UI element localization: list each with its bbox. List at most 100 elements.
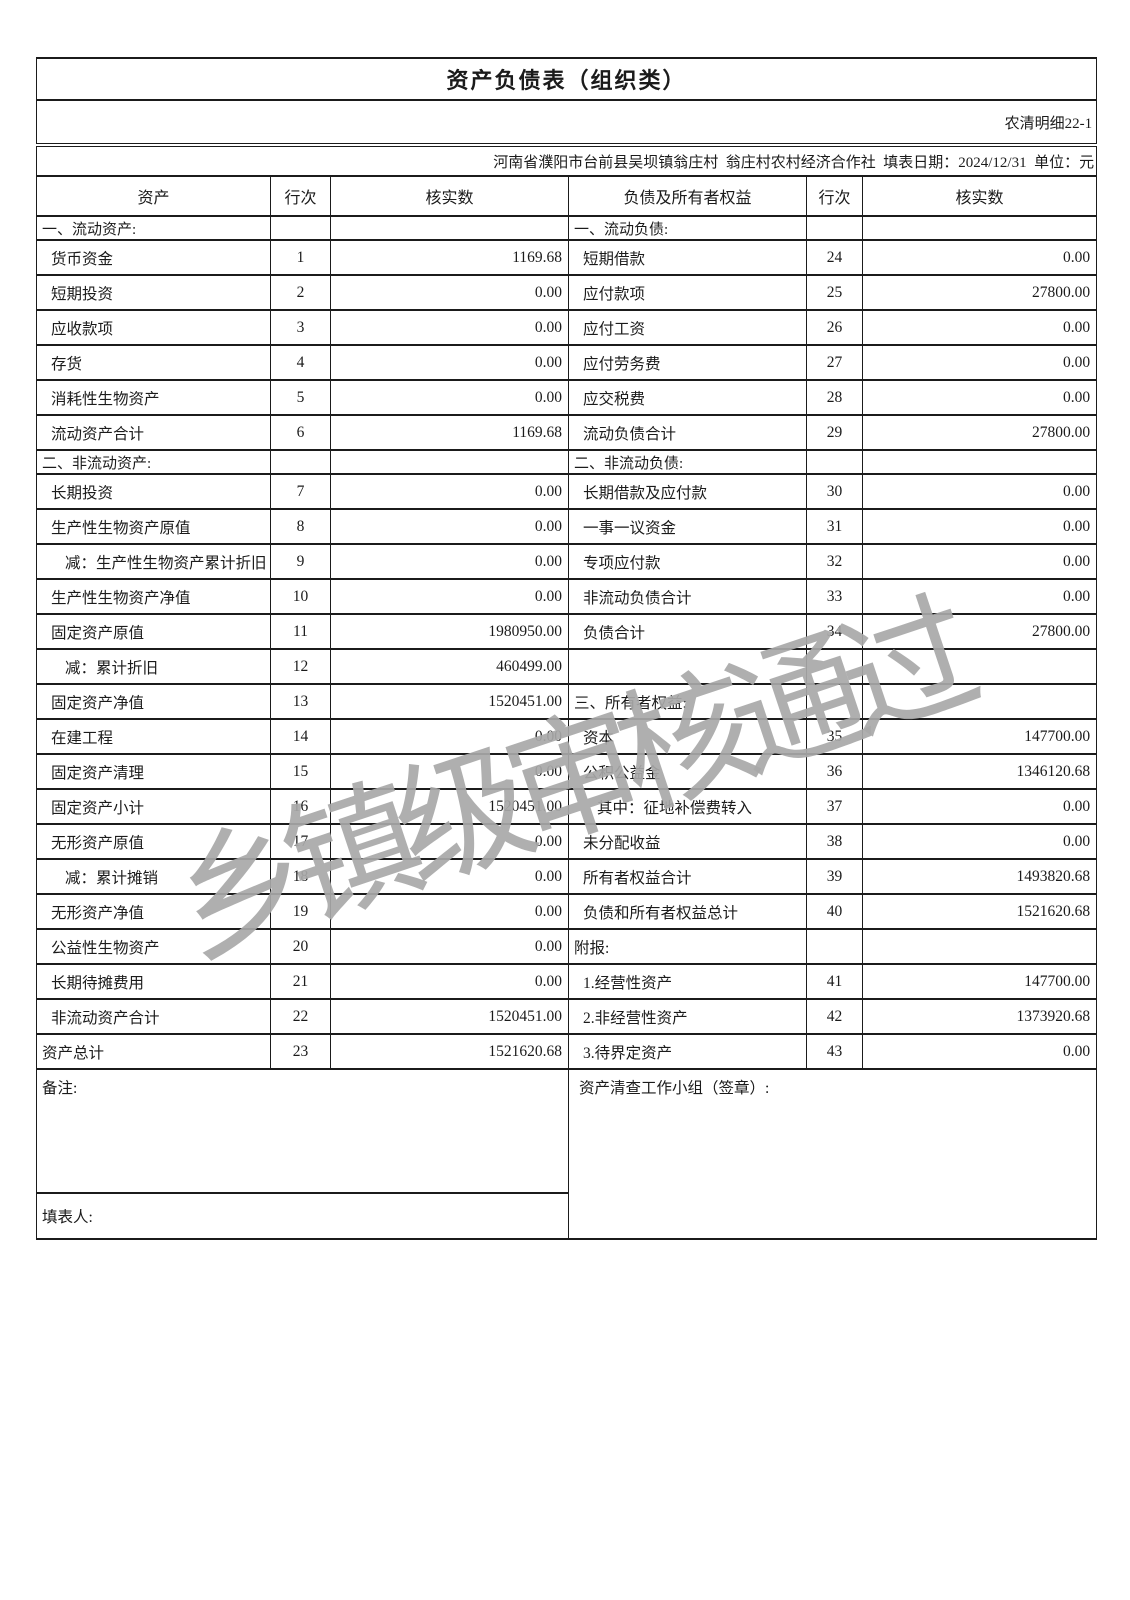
asset-value: 0.00 (330, 274, 569, 311)
header-verified-amount-right: 核实数 (861, 175, 1098, 217)
liability-label: 应付劳务费 (568, 344, 807, 381)
asset-value: 0.00 (330, 963, 569, 1000)
liability-value: 0.00 (861, 309, 1098, 346)
liability-value (861, 928, 1098, 965)
liability-line-no: 29 (806, 414, 863, 451)
info-row: 河南省濮阳市台前县吴坝镇翁庄村 翁庄村农村经济合作社 填表日期：2024/12/… (35, 144, 1098, 177)
liability-value: 0.00 (861, 344, 1098, 381)
preparer-cell: 填表人: (36, 1192, 569, 1240)
liability-label: 附报: (568, 928, 807, 965)
asset-line-no: 9 (270, 543, 331, 580)
asset-line-no: 22 (270, 998, 331, 1035)
liability-value: 0.00 (861, 543, 1098, 580)
asset-label: 固定资产小计 (36, 788, 271, 825)
liability-line-no: 30 (806, 473, 863, 510)
asset-label: 生产性生物资产原值 (36, 508, 271, 545)
asset-value: 1521620.68 (330, 1033, 569, 1070)
table-row: 固定资产小计 16 1520451.00 其中：征地补偿费转入 37 0.00 (36, 788, 1098, 825)
liability-label: 流动负债合计 (568, 414, 807, 451)
asset-label: 无形资产原值 (36, 823, 271, 860)
liability-line-no (806, 928, 863, 965)
asset-value: 1520451.00 (330, 788, 569, 825)
asset-label: 货币资金 (36, 239, 271, 276)
liability-value (861, 683, 1098, 720)
liability-label: 非流动负债合计 (568, 578, 807, 615)
asset-line-no: 4 (270, 344, 331, 381)
table-row: 生产性生物资产原值 8 0.00 一事一议资金 31 0.00 (36, 508, 1098, 545)
asset-value: 0.00 (330, 823, 569, 860)
liability-label: 1.经营性资产 (568, 963, 807, 1000)
asset-line-no (270, 449, 331, 475)
asset-value: 1169.68 (330, 414, 569, 451)
liability-line-no: 38 (806, 823, 863, 860)
table-row: 生产性生物资产净值 10 0.00 非流动负债合计 33 0.00 (36, 578, 1098, 615)
table-row: 减：累计摊销 18 0.00 所有者权益合计 39 1493820.68 (36, 858, 1098, 895)
asset-label: 存货 (36, 344, 271, 381)
asset-line-no: 8 (270, 508, 331, 545)
asset-line-no: 10 (270, 578, 331, 615)
liability-value: 147700.00 (861, 963, 1098, 1000)
liability-value: 1493820.68 (861, 858, 1098, 895)
table-row: 流动资产合计 6 1169.68 流动负债合计 29 27800.00 (36, 414, 1098, 451)
column-header-row: 资产 行次 核实数 负债及所有者权益 行次 核实数 (36, 175, 1098, 217)
remarks-cell: 备注: (36, 1068, 569, 1194)
liability-value: 1373920.68 (861, 998, 1098, 1035)
asset-label: 减：生产性生物资产累计折旧 (36, 543, 271, 580)
asset-value: 0.00 (330, 473, 569, 510)
asset-value: 1520451.00 (330, 998, 569, 1035)
asset-value: 0.00 (330, 309, 569, 346)
liability-line-no: 41 (806, 963, 863, 1000)
asset-line-no: 17 (270, 823, 331, 860)
asset-line-no: 23 (270, 1033, 331, 1070)
header-asset: 资产 (36, 175, 271, 217)
asset-value: 0.00 (330, 508, 569, 545)
table-row: 在建工程 14 0.00 资本 35 147700.00 (36, 718, 1098, 755)
liability-label: 三、所有者权益: (568, 683, 807, 720)
liability-value: 0.00 (861, 239, 1098, 276)
asset-line-no: 11 (270, 613, 331, 650)
liability-line-no: 25 (806, 274, 863, 311)
table-row: 货币资金 1 1169.68 短期借款 24 0.00 (36, 239, 1098, 276)
asset-label: 资产总计 (36, 1033, 271, 1070)
liability-value: 0.00 (861, 578, 1098, 615)
asset-label: 长期投资 (36, 473, 271, 510)
liability-value: 0.00 (861, 379, 1098, 416)
liability-label: 负债合计 (568, 613, 807, 650)
liability-value: 1346120.68 (861, 753, 1098, 790)
asset-value: 0.00 (330, 344, 569, 381)
liability-label: 短期借款 (568, 239, 807, 276)
asset-value: 0.00 (330, 928, 569, 965)
liability-value: 0.00 (861, 1033, 1098, 1070)
asset-label: 无形资产净值 (36, 893, 271, 930)
table-row: 应收款项 3 0.00 应付工资 26 0.00 (36, 309, 1098, 346)
liability-line-no: 39 (806, 858, 863, 895)
asset-label: 一、流动资产: (36, 215, 271, 241)
table-row: 固定资产原值 11 1980950.00 负债合计 34 27800.00 (36, 613, 1098, 650)
liability-value: 0.00 (861, 473, 1098, 510)
table-row: 资产总计 23 1521620.68 3.待界定资产 43 0.00 (36, 1033, 1098, 1070)
liability-label: 其中：征地补偿费转入 (568, 788, 807, 825)
liability-line-no: 32 (806, 543, 863, 580)
liability-value (861, 215, 1098, 241)
liability-value: 27800.00 (861, 613, 1098, 650)
asset-value: 0.00 (330, 543, 569, 580)
liability-label: 一、流动负债: (568, 215, 807, 241)
asset-label: 固定资产原值 (36, 613, 271, 650)
asset-value: 0.00 (330, 578, 569, 615)
table-row: 非流动资产合计 22 1520451.00 2.非经营性资产 42 1373920.68 (36, 998, 1098, 1035)
asset-line-no: 6 (270, 414, 331, 451)
asset-value: 1980950.00 (330, 613, 569, 650)
liability-value (861, 449, 1098, 475)
org-and-date-info: 河南省濮阳市台前县吴坝镇翁庄村 翁庄村农村经济合作社 填表日期：2024/12/… (35, 144, 1098, 177)
asset-label: 应收款项 (36, 309, 271, 346)
liability-label: 未分配收益 (568, 823, 807, 860)
liability-value: 27800.00 (861, 414, 1098, 451)
liability-value: 1521620.68 (861, 893, 1098, 930)
liability-line-no: 33 (806, 578, 863, 615)
asset-line-no: 18 (270, 858, 331, 895)
asset-line-no: 14 (270, 718, 331, 755)
asset-label: 减：累计摊销 (36, 858, 271, 895)
liability-line-no: 40 (806, 893, 863, 930)
liability-line-no (806, 449, 863, 475)
doc-number-row: 农清明细22-1 (35, 99, 1098, 147)
